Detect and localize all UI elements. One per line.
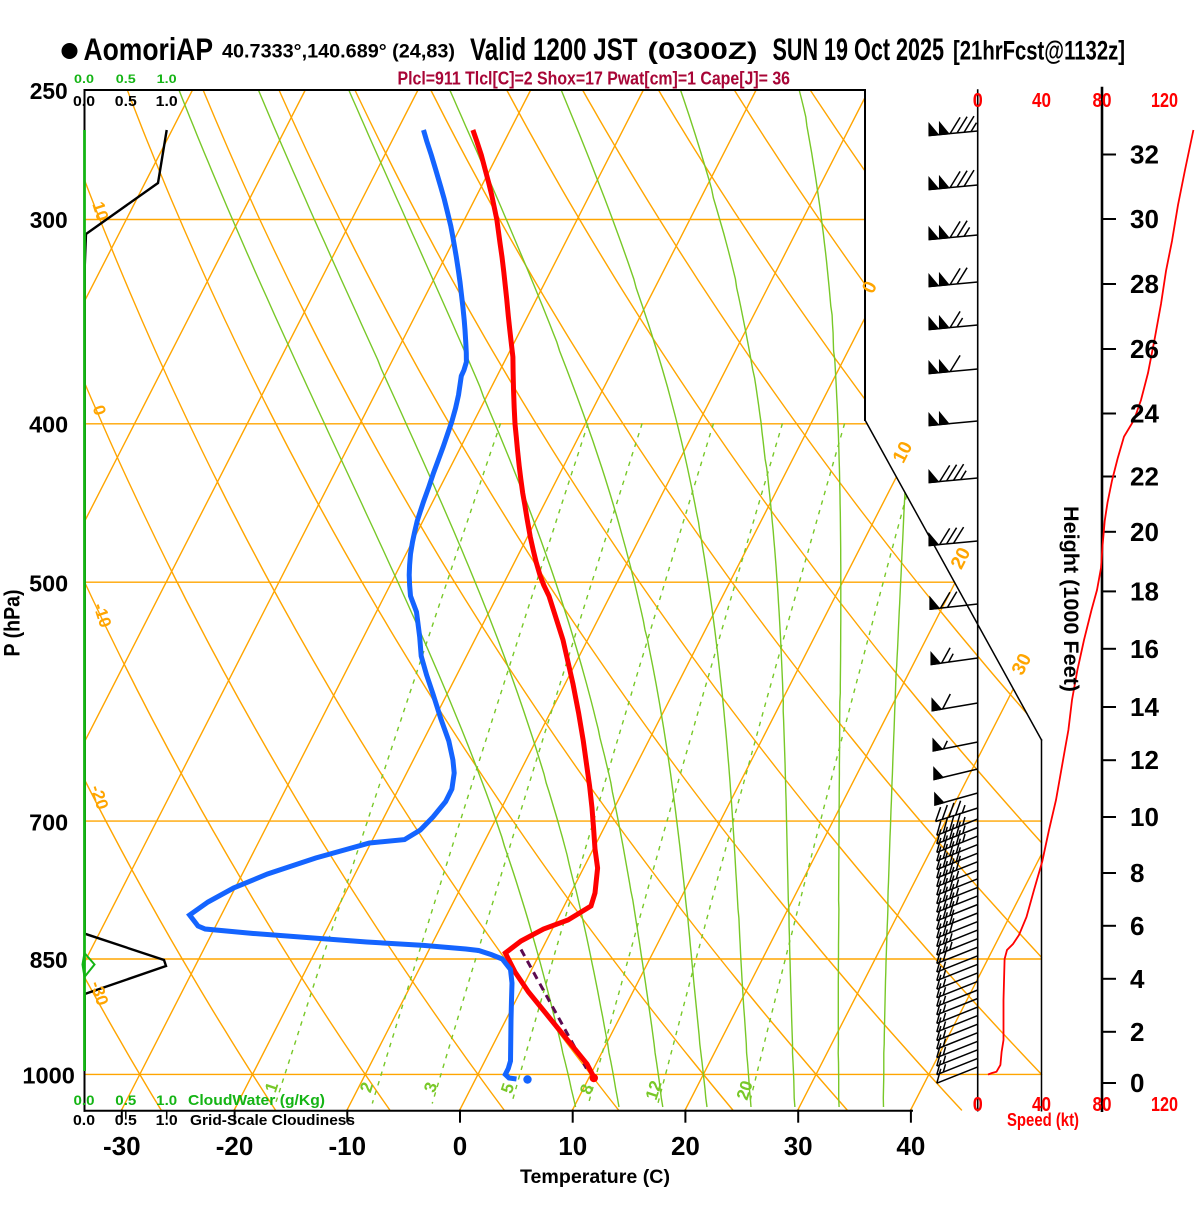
svg-text:500: 500 xyxy=(29,571,68,597)
svg-text:10: 10 xyxy=(1130,802,1159,832)
svg-text:0: 0 xyxy=(973,1094,983,1116)
svg-text:0: 0 xyxy=(973,90,983,112)
svg-text:4: 4 xyxy=(1130,964,1145,994)
svg-text:0.0: 0.0 xyxy=(73,1112,95,1129)
svg-text:22: 22 xyxy=(1130,462,1159,492)
svg-text:[21hrFcst@1132z]: [21hrFcst@1132z] xyxy=(953,36,1125,66)
svg-text:80: 80 xyxy=(1093,90,1112,112)
svg-text:0.5: 0.5 xyxy=(116,74,137,86)
svg-text:14: 14 xyxy=(1130,692,1159,722)
svg-text:1000: 1000 xyxy=(22,1063,75,1089)
svg-text:AomoriAP: AomoriAP xyxy=(84,31,214,67)
svg-text:Valid 1200 JST: Valid 1200 JST xyxy=(470,31,638,67)
svg-text:SUN 19 Oct 2025: SUN 19 Oct 2025 xyxy=(773,31,945,67)
svg-text:40: 40 xyxy=(1032,1094,1051,1116)
svg-text:700: 700 xyxy=(29,810,68,836)
svg-text:30: 30 xyxy=(784,1131,813,1161)
svg-text:CloudWater (g/Kg): CloudWater (g/Kg) xyxy=(188,1092,325,1109)
svg-text:0.0: 0.0 xyxy=(74,1092,95,1108)
svg-text:0: 0 xyxy=(1130,1068,1144,1098)
svg-text:Plcl=911 Tlcl[C]=2 Shox=17 Pwa: Plcl=911 Tlcl[C]=2 Shox=17 Pwat[cm]=1 Ca… xyxy=(398,69,791,89)
svg-text:Temperature (C): Temperature (C) xyxy=(520,1166,670,1188)
svg-text:8: 8 xyxy=(1130,858,1144,888)
svg-text:250: 250 xyxy=(30,78,68,104)
svg-text:1.0: 1.0 xyxy=(157,74,177,86)
svg-text:32: 32 xyxy=(1130,140,1159,170)
svg-text:120: 120 xyxy=(1151,1094,1178,1116)
svg-text:12: 12 xyxy=(1130,745,1159,775)
svg-text:P (hPa): P (hPa) xyxy=(0,590,25,657)
svg-text:Grid-Scale Cloudiness: Grid-Scale Cloudiness xyxy=(190,1112,355,1129)
svg-text:1.0: 1.0 xyxy=(156,1092,177,1108)
svg-text:-10: -10 xyxy=(328,1131,366,1161)
svg-text:80: 80 xyxy=(1093,1094,1112,1116)
svg-text:1.0: 1.0 xyxy=(156,1112,178,1129)
svg-text:300: 300 xyxy=(30,207,68,233)
svg-text:6: 6 xyxy=(1130,911,1144,941)
svg-text:20: 20 xyxy=(1130,517,1159,547)
svg-text:0.5: 0.5 xyxy=(115,1112,137,1129)
svg-text:12: 12 xyxy=(642,1078,666,1102)
svg-text:-20: -20 xyxy=(216,1131,254,1161)
svg-text:10: 10 xyxy=(558,1131,587,1161)
svg-text:1.0: 1.0 xyxy=(156,93,178,110)
svg-text:0.5: 0.5 xyxy=(115,93,137,110)
svg-text:20: 20 xyxy=(671,1131,700,1161)
svg-text:Speed (kt): Speed (kt) xyxy=(1007,1110,1079,1130)
svg-text:18: 18 xyxy=(1130,576,1159,606)
svg-text:30: 30 xyxy=(1130,204,1159,234)
svg-text:0: 0 xyxy=(453,1131,467,1161)
svg-text:26: 26 xyxy=(1130,334,1159,364)
svg-text:40.7333°,140.689° (24,83): 40.7333°,140.689° (24,83) xyxy=(222,42,455,63)
svg-text:20: 20 xyxy=(733,1078,757,1102)
svg-text:0.5: 0.5 xyxy=(115,1092,136,1108)
svg-text:24: 24 xyxy=(1130,399,1159,429)
svg-text:28: 28 xyxy=(1130,269,1159,299)
svg-text:400: 400 xyxy=(29,412,68,438)
svg-text:0.0: 0.0 xyxy=(73,93,95,110)
svg-text:2: 2 xyxy=(1130,1017,1144,1047)
svg-text:0.0: 0.0 xyxy=(74,74,94,86)
svg-text:40: 40 xyxy=(1032,90,1051,112)
svg-text:(0300Z): (0300Z) xyxy=(648,38,758,65)
svg-text:120: 120 xyxy=(1151,90,1178,112)
svg-text:-30: -30 xyxy=(103,1131,141,1161)
svg-text:10: 10 xyxy=(88,199,112,223)
svg-text:16: 16 xyxy=(1130,634,1159,664)
svg-text:850: 850 xyxy=(30,947,68,973)
svg-text:Height (1000 Feet): Height (1000 Feet) xyxy=(1059,506,1082,692)
svg-text:40: 40 xyxy=(896,1131,925,1161)
